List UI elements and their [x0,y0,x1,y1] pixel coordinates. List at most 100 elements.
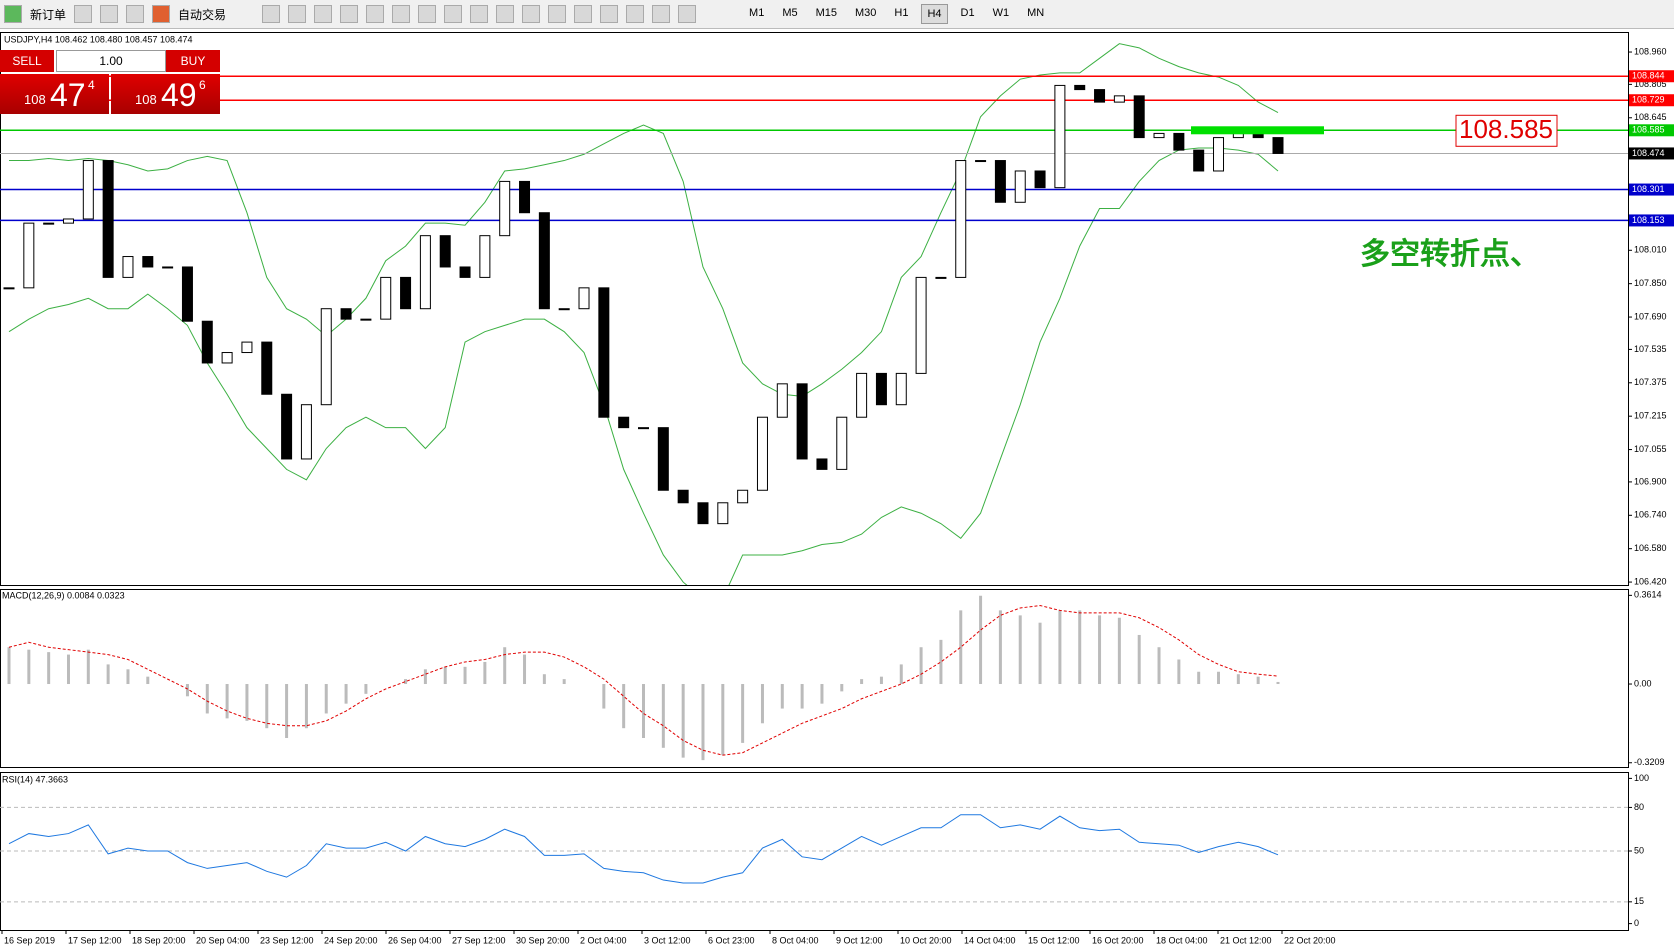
icon[interactable] [288,5,307,23]
candle [737,489,749,504]
macd-signal [8,605,1279,756]
y-tick-label: 108.960 [1634,46,1667,56]
buy-button[interactable]: BUY [166,50,220,72]
candle [162,266,174,269]
candle [122,256,134,278]
candle [955,160,967,278]
candle [439,235,451,268]
candle [717,502,729,525]
icon[interactable] [340,5,359,23]
volume-input[interactable]: 1.00 [56,50,166,72]
candle [618,416,630,429]
candle [221,352,233,364]
candle [895,372,907,406]
time-label: 6 Oct 23:00 [708,935,755,945]
timeframe-button[interactable]: H1 [894,7,909,19]
candle [241,341,253,354]
timeframe-button[interactable]: D1 [960,7,975,19]
y-tick-label: 108.805 [1634,79,1667,89]
icon[interactable] [522,5,541,23]
level-label: 108.301 [1632,184,1665,194]
icon[interactable] [678,5,697,23]
icon[interactable] [626,5,645,23]
timeframe-button[interactable]: M30 [855,7,877,19]
candle [915,276,927,374]
time-label: 8 Oct 04:00 [772,935,819,945]
icon[interactable] [418,5,437,23]
icon[interactable] [100,5,119,23]
sell-price[interactable]: 108 47 4 [0,74,109,114]
timeframe-button[interactable]: M1 [749,7,765,19]
auto-trading[interactable]: 自动交易 [178,7,227,22]
icon[interactable] [470,5,489,23]
candle [1113,95,1125,103]
icon[interactable] [600,5,619,23]
candle [975,160,987,163]
candle [201,320,213,364]
buy-price[interactable]: 108 49 6 [111,74,220,114]
timeframe-button[interactable]: M15 [815,7,837,19]
icon[interactable] [548,5,567,23]
candle [400,276,412,310]
time-label: 14 Oct 04:00 [964,935,1016,945]
icon[interactable] [126,5,145,23]
icon[interactable] [314,5,333,23]
time-label: 22 Oct 20:00 [1284,935,1336,945]
candle [102,160,114,278]
candle [598,287,610,418]
candle [836,416,848,470]
macd-panel [0,589,1629,768]
timeframe-button[interactable]: MN [1027,7,1045,19]
candle [1133,95,1145,139]
y-tick-label: 106.580 [1634,543,1667,553]
icon[interactable] [74,5,93,23]
icon[interactable] [496,5,515,23]
icon[interactable] [262,5,281,23]
auto-trading-icon[interactable] [152,5,171,23]
price-big: 108 [24,92,46,107]
candle [578,287,590,310]
icon[interactable] [444,5,463,23]
y-tick-label: 106.900 [1634,476,1667,486]
level-label-bg [1629,183,1674,196]
y-tick-label: 108.010 [1634,245,1667,255]
icon[interactable] [366,5,385,23]
y-tick-label: 100 [1634,773,1649,783]
callout-bar [1191,126,1324,135]
callout-box [1455,114,1558,147]
candle [1014,170,1026,203]
candle [1094,89,1106,103]
icon[interactable] [392,5,411,23]
y-tick-label: 106.420 [1634,576,1667,586]
chart-header: USDJPY,H4 108.462 108.480 108.457 108.47… [4,34,193,44]
time-label: 21 Oct 12:00 [1220,935,1272,945]
candle [657,427,669,491]
bollinger-upper [9,43,1279,397]
timeframe-button[interactable]: H4 [921,4,948,24]
new-order-icon[interactable] [4,5,22,23]
sell-button[interactable]: SELL [0,50,54,72]
callout-text: 108.585 [1459,114,1553,144]
rsi-line [8,814,1279,884]
time-label: 2 Oct 04:00 [580,935,627,945]
current-price-label: 108.474 [1632,148,1665,158]
candle [796,383,808,460]
level-label: 108.729 [1632,95,1665,105]
timeframe-button[interactable]: W1 [992,7,1010,19]
icon[interactable] [574,5,593,23]
y-tick-label: 0.00 [1634,678,1652,688]
new-order[interactable]: 新订单 [30,7,67,22]
timeframe-button[interactable]: M5 [782,7,798,19]
level-label-bg [1629,70,1674,83]
candle [181,266,193,322]
candle [1173,132,1185,151]
time-label: 27 Sep 12:00 [452,935,506,945]
icon[interactable] [652,5,671,23]
candle [261,341,273,395]
price-small: 6 [199,78,206,92]
main-panel [0,32,1629,586]
time-label: 23 Sep 12:00 [260,935,314,945]
y-tick-label: 107.690 [1634,311,1667,321]
